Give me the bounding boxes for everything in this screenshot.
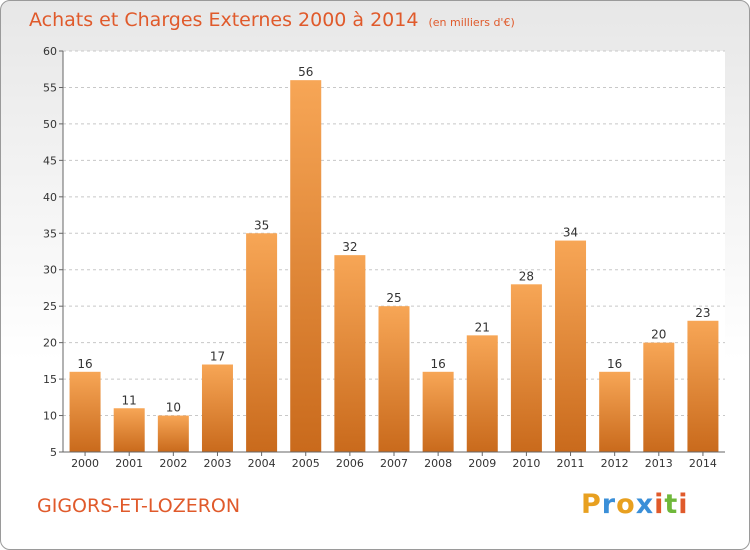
bar-2007	[378, 306, 410, 452]
logo-letter: P	[581, 489, 602, 520]
x-tick-label: 2007	[380, 457, 408, 470]
y-tick-label: 50	[43, 118, 57, 131]
x-tick-label: 2013	[645, 457, 673, 470]
commune-name: GIGORS-ET-LOZERON	[37, 495, 241, 517]
y-tick-label: 45	[43, 154, 57, 167]
bar-value-label: 16	[77, 357, 92, 371]
bar-value-label: 34	[563, 226, 578, 240]
logo-letter: r	[601, 489, 617, 520]
y-tick-label: 15	[43, 373, 57, 386]
bar-value-label: 21	[475, 320, 490, 334]
bar-value-label: 35	[254, 218, 269, 232]
y-tick-label: 30	[43, 264, 57, 277]
bar-2011	[555, 240, 587, 452]
bar-2012	[599, 371, 631, 452]
y-tick-label: 55	[43, 81, 57, 94]
bar-2009	[466, 335, 498, 452]
x-tick-label: 2011	[557, 457, 585, 470]
bar-value-label: 16	[430, 357, 445, 371]
x-tick-label: 2008	[424, 457, 452, 470]
bar-2001	[113, 408, 145, 452]
bar-value-label: 11	[122, 393, 137, 407]
x-tick-label: 2006	[336, 457, 364, 470]
x-tick-label: 2012	[601, 457, 629, 470]
y-tick-label: 40	[43, 191, 57, 204]
bar-value-label: 25	[386, 291, 401, 305]
y-tick-label: 10	[43, 410, 57, 423]
y-tick-label: 5	[50, 446, 57, 459]
chart-title: Achats et Charges Externes 2000 à 2014	[29, 9, 419, 31]
logo-letter: t	[664, 489, 679, 520]
x-tick-label: 2003	[203, 457, 231, 470]
bar-value-label: 20	[651, 328, 666, 342]
logo-letter: i	[654, 489, 665, 520]
bar-value-label: 28	[519, 269, 534, 283]
proxiti-logo: Proxiti	[581, 489, 689, 520]
bar-2013	[643, 342, 675, 452]
chart-unit: (en milliers d'€)	[428, 16, 515, 29]
bar-2000	[69, 371, 101, 452]
y-tick-label: 25	[43, 300, 57, 313]
bar-2014	[687, 320, 719, 452]
x-tick-label: 2010	[512, 457, 540, 470]
bar-2006	[334, 255, 366, 452]
bar-2005	[290, 80, 322, 452]
bar-2002	[157, 415, 189, 452]
bar-value-label: 17	[210, 350, 225, 364]
x-tick-label: 2000	[71, 457, 99, 470]
logo-letter: i	[678, 489, 689, 520]
y-tick-label: 35	[43, 227, 57, 240]
x-tick-label: 2002	[159, 457, 187, 470]
bar-value-label: 16	[607, 357, 622, 371]
bar-value-label: 10	[166, 401, 181, 415]
logo-letter: x	[635, 489, 655, 520]
bar-value-label: 32	[342, 240, 357, 254]
bar-2003	[201, 364, 233, 452]
x-tick-label: 2009	[468, 457, 496, 470]
x-tick-label: 2004	[248, 457, 276, 470]
bar-value-label: 56	[298, 65, 313, 79]
y-tick-label: 20	[43, 337, 57, 350]
x-tick-label: 2014	[689, 457, 717, 470]
bar-2008	[422, 371, 454, 452]
bar-2004	[246, 233, 278, 452]
logo-letter: o	[616, 489, 636, 520]
x-tick-label: 2005	[292, 457, 320, 470]
bar-value-label: 23	[695, 306, 710, 320]
y-tick-label: 60	[43, 45, 57, 58]
x-tick-label: 2001	[115, 457, 143, 470]
title-row: Achats et Charges Externes 2000 à 2014 (e…	[29, 9, 515, 31]
bar-2010	[510, 284, 542, 452]
